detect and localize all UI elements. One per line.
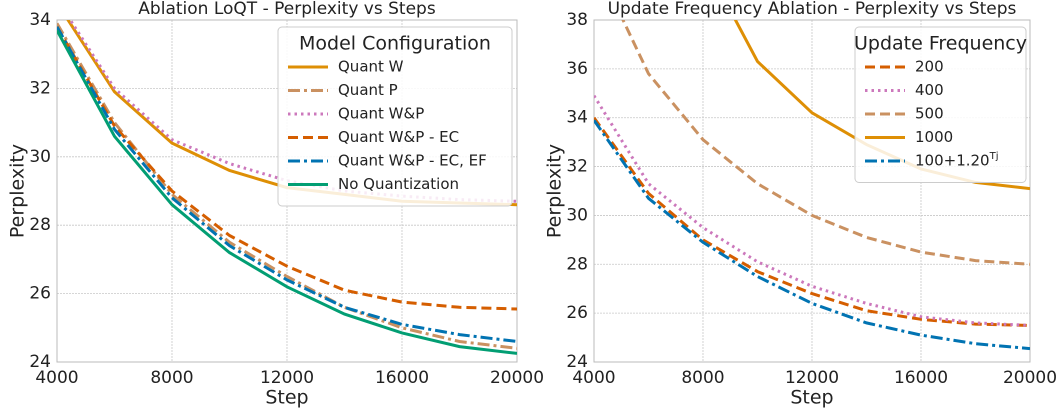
x-tick-label: 4000 bbox=[572, 368, 615, 388]
legend-label: No Quantization bbox=[338, 175, 459, 193]
plot-frame bbox=[56, 19, 518, 363]
x-tick-label: 16000 bbox=[375, 368, 429, 388]
series-line bbox=[57, 26, 517, 311]
series-line bbox=[57, 26, 517, 343]
legend-title: Model Configuration bbox=[299, 33, 491, 55]
y-tick-label: 38 bbox=[566, 10, 588, 30]
legend-label: 100+1.20Tj bbox=[915, 151, 999, 170]
series-line bbox=[594, 116, 1030, 327]
legend-title: Update Frequency bbox=[854, 33, 1027, 55]
series-line bbox=[68, 20, 517, 203]
x-axis-label: Step bbox=[265, 387, 308, 409]
chart: 24 26 28 30 32 34 4000 8000 12000 16000 20000 Ablat… bbox=[7, 0, 545, 409]
legend-label: 1000 bbox=[915, 128, 953, 146]
x-tick-label: 8000 bbox=[150, 368, 193, 388]
legend-box bbox=[277, 26, 513, 207]
legend-label: Quant W&P - EC bbox=[338, 128, 459, 146]
y-tick-label: 32 bbox=[29, 78, 51, 98]
x-tick-label: 20000 bbox=[490, 368, 544, 388]
x-tick-label: 16000 bbox=[894, 368, 948, 388]
series-line bbox=[57, 29, 517, 355]
y-tick-label: 24 bbox=[29, 352, 51, 372]
y-tick-label: 30 bbox=[566, 205, 588, 225]
y-tick-label: 34 bbox=[566, 108, 588, 128]
legend-label: Quant W bbox=[338, 58, 404, 76]
legend-label: 400 bbox=[915, 81, 944, 99]
legend-label: 500 bbox=[915, 105, 944, 123]
chart: 24 26 28 30 32 34 36 38 4000 8000 12000 16000 20000 U… bbox=[544, 0, 1056, 409]
series-line bbox=[621, 20, 1030, 266]
y-tick-label: 36 bbox=[566, 59, 588, 79]
y-tick-label: 30 bbox=[29, 147, 51, 167]
y-tick-label: 28 bbox=[566, 254, 588, 274]
y-tick-label: 34 bbox=[29, 10, 51, 30]
y-tick-label: 26 bbox=[566, 303, 588, 323]
y-tick-label: 24 bbox=[566, 352, 588, 372]
x-tick-label: 12000 bbox=[785, 368, 839, 388]
y-tick-label: 28 bbox=[29, 215, 51, 235]
legend: Update Frequency 200 400 500 1000 100+1.20Tj bbox=[854, 26, 1027, 183]
y-tick-label: 26 bbox=[29, 284, 51, 304]
chart-title: Ablation LoQT - Perplexity vs Steps bbox=[138, 0, 436, 19]
legend-label: Quant W&P bbox=[338, 105, 424, 123]
x-tick-label: 12000 bbox=[260, 368, 314, 388]
x-tick-label: 4000 bbox=[35, 368, 78, 388]
legend-label: 200 bbox=[915, 58, 944, 76]
x-tick-label: 8000 bbox=[681, 368, 724, 388]
series-line bbox=[594, 119, 1030, 351]
y-axis-label: Perplexity bbox=[544, 144, 566, 238]
x-tick-label: 20000 bbox=[1003, 368, 1056, 388]
y-tick-label: 32 bbox=[566, 157, 588, 177]
legend: Model Configuration Quant W Quant P Quant W… bbox=[277, 26, 513, 207]
x-axis-label: Step bbox=[790, 387, 833, 409]
legend-label: Quant W&P - EC, EF bbox=[338, 152, 487, 170]
legend-label: Quant P bbox=[338, 81, 398, 99]
y-axis-label: Perplexity bbox=[7, 144, 29, 238]
chart-title: Update Frequency Ablation - Perplexity v… bbox=[608, 0, 1017, 19]
plot-frame bbox=[593, 19, 1031, 363]
